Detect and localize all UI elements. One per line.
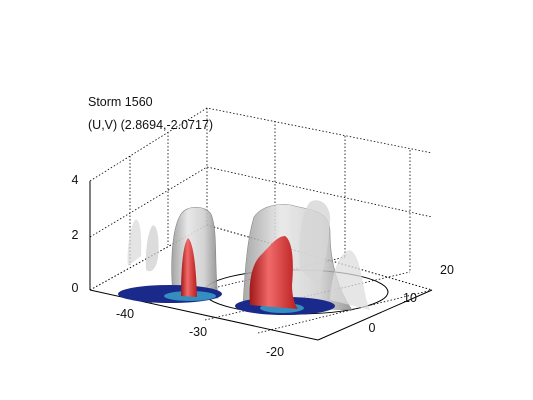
floor-back-right [206,224,433,291]
cell-right-tower [299,200,331,285]
cell-right [235,200,370,315]
y-tick-10: 10 [403,291,417,305]
grid-z4-back [89,107,433,182]
cell-left-core [181,238,197,297]
title-line-1: Storm 1560 [88,95,153,109]
x-tick-neg30: -30 [189,325,207,339]
cell-left [118,206,222,303]
cell-left-wisp [127,219,142,266]
cell-right-anvil [330,250,370,310]
x-tick-neg40: -40 [116,307,134,321]
y-axis [317,289,433,341]
y-tick-0: 0 [369,321,376,335]
y-tick-20: 20 [440,263,454,277]
back-wall-grid [89,107,433,334]
x-tick-neg20: -20 [266,345,284,359]
axis-tick-labels: 0 2 4 -40 -30 -20 0 10 20 [72,173,454,359]
z-tick-4: 4 [72,173,79,187]
z-tick-2: 2 [72,228,79,242]
z-tick-0: 0 [72,281,79,295]
cell-left-spire [145,225,159,272]
cell-right-core [249,236,298,309]
title-line-2: (U,V) (2.8694,-2.0717) [88,118,214,132]
